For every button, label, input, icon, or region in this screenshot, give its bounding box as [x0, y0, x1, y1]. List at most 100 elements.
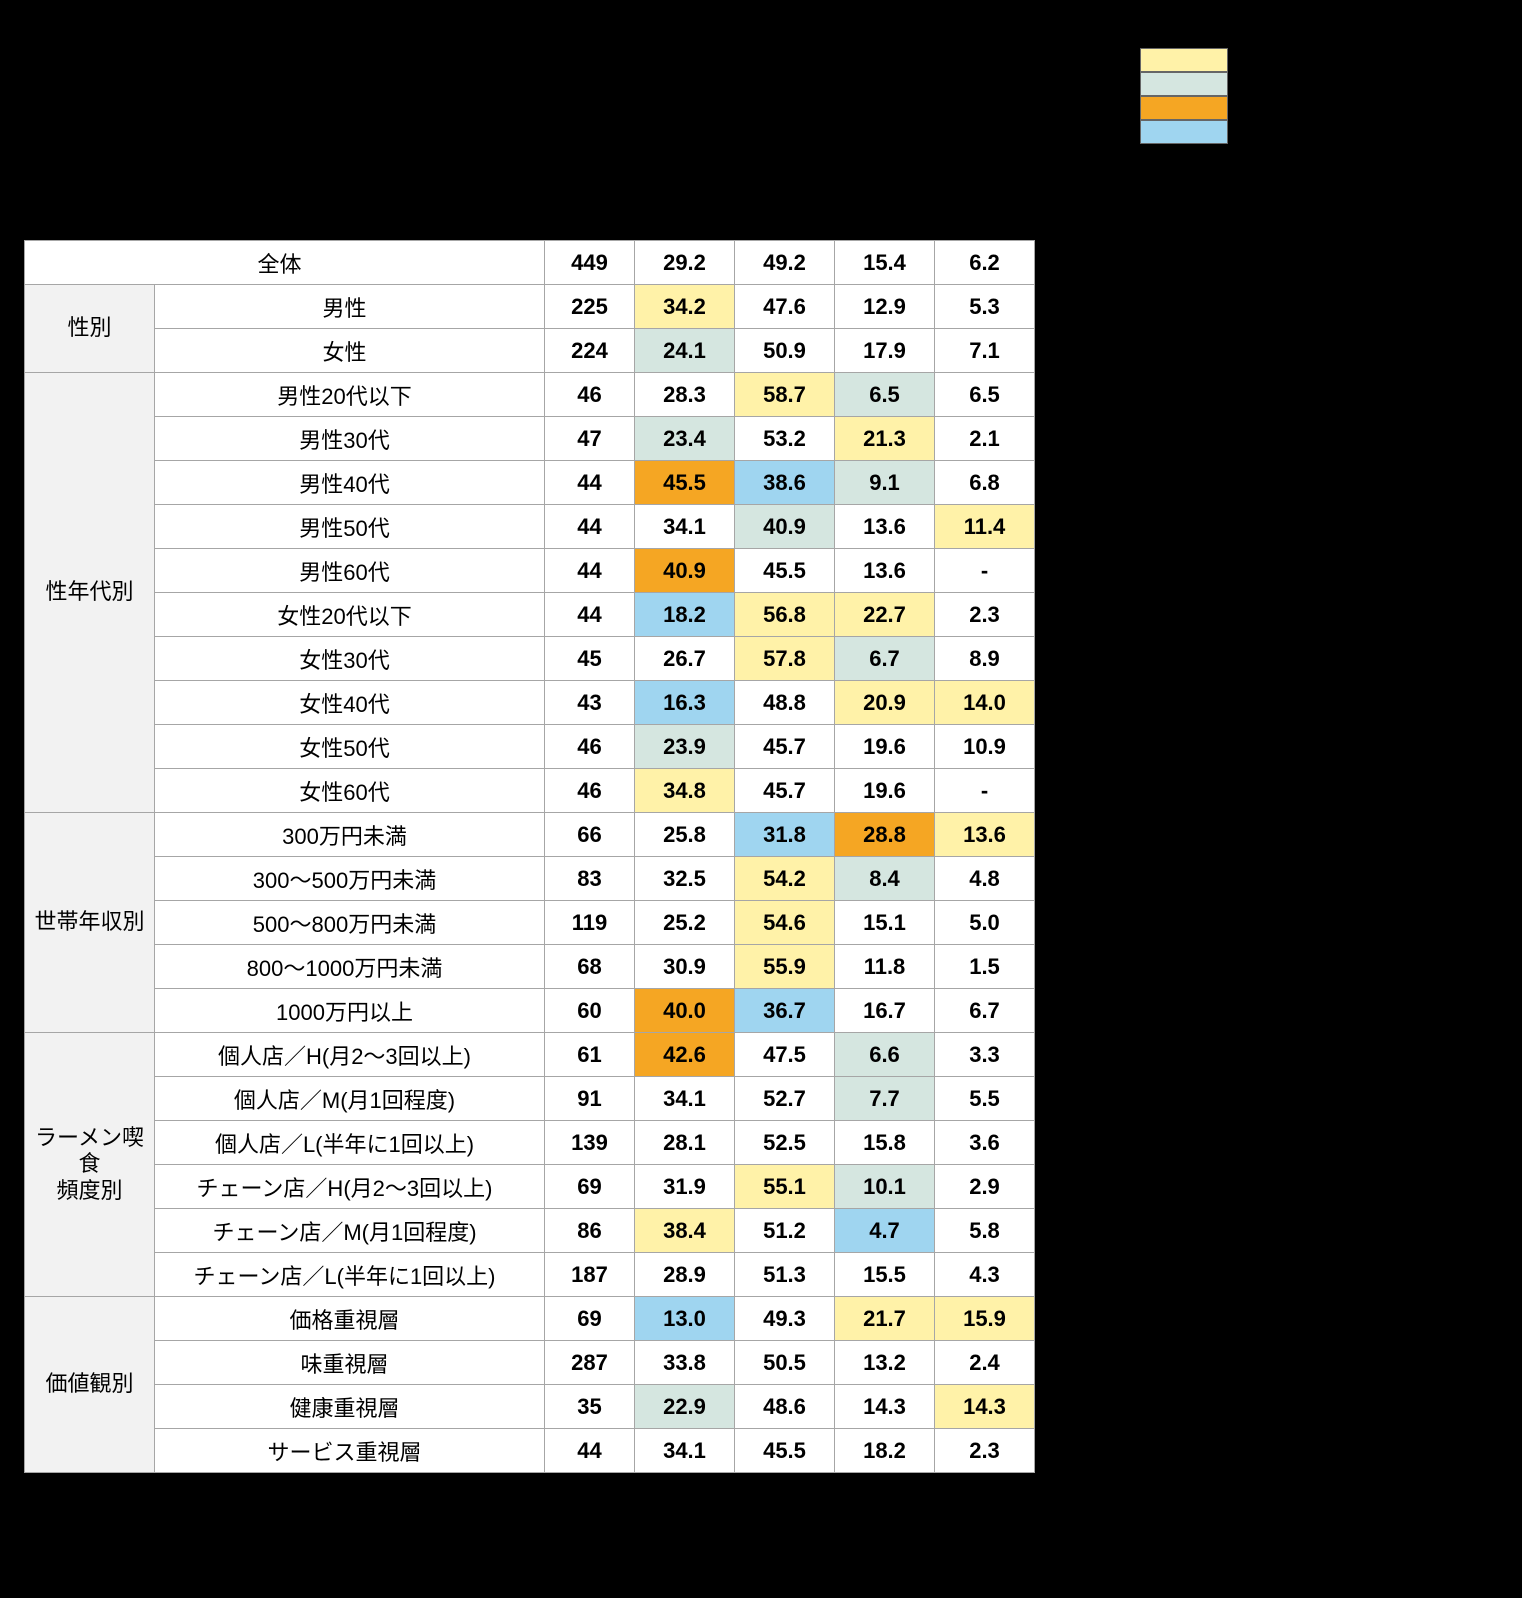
- value-cell: 48.6: [735, 1385, 835, 1429]
- value-cell: 55.1: [735, 1165, 835, 1209]
- value-cell: 15.1: [835, 901, 935, 945]
- row-label: 男性20代以下: [155, 373, 545, 417]
- value-cell: -: [935, 549, 1035, 593]
- value-cell: 40.9: [735, 505, 835, 549]
- value-cell: 15.5: [835, 1253, 935, 1297]
- row-label: 女性: [155, 329, 545, 373]
- value-cell: 5.5: [935, 1077, 1035, 1121]
- n-cell: 187: [545, 1253, 635, 1297]
- legend-swatch-4: [1140, 120, 1228, 144]
- table-row: 女性50代4623.945.719.610.9: [25, 725, 1035, 769]
- value-cell: 8.4: [835, 857, 935, 901]
- value-cell: 15.4: [835, 241, 935, 285]
- value-cell: 17.9: [835, 329, 935, 373]
- value-cell: 13.6: [935, 813, 1035, 857]
- value-cell: 25.2: [635, 901, 735, 945]
- legend-swatch-1: [1140, 48, 1228, 72]
- row-label: 健康重視層: [155, 1385, 545, 1429]
- value-cell: 5.0: [935, 901, 1035, 945]
- n-cell: 46: [545, 769, 635, 813]
- value-cell: 6.7: [835, 637, 935, 681]
- row-label: チェーン店／M(月1回程度): [155, 1209, 545, 1253]
- value-cell: 21.3: [835, 417, 935, 461]
- value-cell: 47.6: [735, 285, 835, 329]
- value-cell: 38.4: [635, 1209, 735, 1253]
- value-cell: 2.3: [935, 1429, 1035, 1473]
- value-cell: 15.8: [835, 1121, 935, 1165]
- value-cell: 6.7: [935, 989, 1035, 1033]
- value-cell: 34.1: [635, 1077, 735, 1121]
- value-cell: 15.9: [935, 1297, 1035, 1341]
- value-cell: 6.2: [935, 241, 1035, 285]
- value-cell: 6.5: [835, 373, 935, 417]
- table-row: 個人店／L(半年に1回以上)13928.152.515.83.6: [25, 1121, 1035, 1165]
- value-cell: 52.7: [735, 1077, 835, 1121]
- table-row: ラーメン喫食 頻度別個人店／H(月2～3回以上)6142.647.56.63.3: [25, 1033, 1035, 1077]
- value-cell: 28.9: [635, 1253, 735, 1297]
- value-cell: 7.1: [935, 329, 1035, 373]
- value-cell: 45.5: [735, 1429, 835, 1473]
- row-label: 500～800万円未満: [155, 901, 545, 945]
- value-cell: 5.8: [935, 1209, 1035, 1253]
- n-cell: 69: [545, 1297, 635, 1341]
- value-cell: 6.6: [835, 1033, 935, 1077]
- value-cell: 57.8: [735, 637, 835, 681]
- n-cell: 44: [545, 549, 635, 593]
- table-row: 女性60代4634.845.719.6-: [25, 769, 1035, 813]
- data-table: 全体44929.249.215.46.2性別男性22534.247.612.95…: [24, 240, 1035, 1473]
- value-cell: 23.9: [635, 725, 735, 769]
- row-label: 男性60代: [155, 549, 545, 593]
- n-cell: 224: [545, 329, 635, 373]
- value-cell: 29.2: [635, 241, 735, 285]
- value-cell: 3.6: [935, 1121, 1035, 1165]
- n-cell: 46: [545, 725, 635, 769]
- value-cell: 25.8: [635, 813, 735, 857]
- n-cell: 86: [545, 1209, 635, 1253]
- row-label: 個人店／L(半年に1回以上): [155, 1121, 545, 1165]
- group-label: 世帯年収別: [25, 813, 155, 1033]
- row-label: 男性50代: [155, 505, 545, 549]
- group-label: 価値観別: [25, 1297, 155, 1473]
- row-label: チェーン店／H(月2～3回以上): [155, 1165, 545, 1209]
- value-cell: 51.3: [735, 1253, 835, 1297]
- value-cell: 19.6: [835, 769, 935, 813]
- n-cell: 139: [545, 1121, 635, 1165]
- value-cell: 30.9: [635, 945, 735, 989]
- value-cell: 45.5: [735, 549, 835, 593]
- value-cell: 55.9: [735, 945, 835, 989]
- value-cell: 32.5: [635, 857, 735, 901]
- value-cell: 40.9: [635, 549, 735, 593]
- table-row: 女性40代4316.348.820.914.0: [25, 681, 1035, 725]
- value-cell: 24.1: [635, 329, 735, 373]
- table-row: 男性40代4445.538.69.16.8: [25, 461, 1035, 505]
- value-cell: 34.2: [635, 285, 735, 329]
- row-label: 女性60代: [155, 769, 545, 813]
- value-cell: 13.6: [835, 549, 935, 593]
- row-label: 女性20代以下: [155, 593, 545, 637]
- value-cell: 22.9: [635, 1385, 735, 1429]
- row-label: 男性40代: [155, 461, 545, 505]
- table-row: チェーン店／M(月1回程度)8638.451.24.75.8: [25, 1209, 1035, 1253]
- n-cell: 44: [545, 505, 635, 549]
- value-cell: 13.2: [835, 1341, 935, 1385]
- table-row: サービス重視層4434.145.518.22.3: [25, 1429, 1035, 1473]
- value-cell: 16.7: [835, 989, 935, 1033]
- value-cell: 36.7: [735, 989, 835, 1033]
- value-cell: 11.8: [835, 945, 935, 989]
- value-cell: 18.2: [635, 593, 735, 637]
- value-cell: 49.2: [735, 241, 835, 285]
- n-cell: 83: [545, 857, 635, 901]
- total-label: 全体: [25, 241, 545, 285]
- value-cell: 21.7: [835, 1297, 935, 1341]
- value-cell: 4.7: [835, 1209, 935, 1253]
- value-cell: 2.4: [935, 1341, 1035, 1385]
- group-label: 性別: [25, 285, 155, 373]
- value-cell: 51.2: [735, 1209, 835, 1253]
- n-cell: 44: [545, 1429, 635, 1473]
- value-cell: 7.7: [835, 1077, 935, 1121]
- table-row: 500～800万円未満11925.254.615.15.0: [25, 901, 1035, 945]
- value-cell: 50.5: [735, 1341, 835, 1385]
- value-cell: 33.8: [635, 1341, 735, 1385]
- value-cell: 34.1: [635, 505, 735, 549]
- value-cell: 40.0: [635, 989, 735, 1033]
